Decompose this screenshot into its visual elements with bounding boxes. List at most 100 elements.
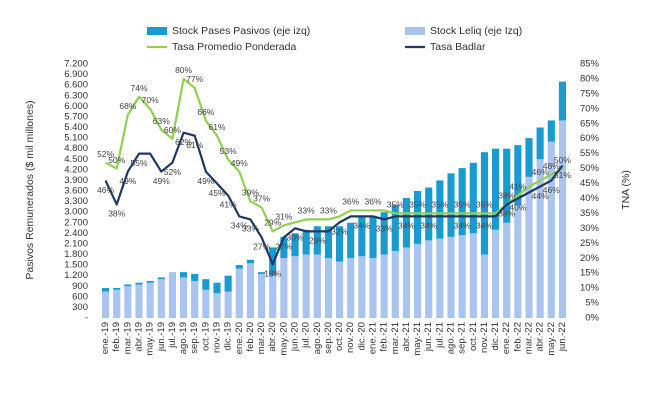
bar [258,273,266,318]
bar [280,236,288,259]
bar [246,263,254,318]
bar [168,272,176,318]
data-label: 33% [242,224,259,234]
bar [514,205,522,318]
data-label: 35% [431,200,448,210]
data-label: 27% [253,242,270,252]
bar [313,226,321,255]
data-label: 34% [231,221,248,231]
data-label: 32% [331,227,348,237]
data-label: 52% [97,149,114,159]
x-tick-label: oct.-19 [200,322,211,351]
bar [514,145,522,206]
y-tick-label: 3.900 [64,175,88,186]
x-tick-label: ene.-21 [368,322,379,354]
bar [191,273,199,281]
data-label: 29% [309,236,326,246]
bar [380,212,388,255]
bar [525,138,533,177]
data-label: 51% [554,170,571,180]
bar [436,180,444,239]
y2-tick-label: 25% [580,238,600,249]
data-label: 60% [164,125,181,135]
x-tick-label: abr.-20 [267,322,278,352]
legend-swatch [405,27,425,35]
y2-tick-label: 45% [580,178,600,189]
y2-tick-label: 50% [580,163,600,174]
data-label: 34% [454,221,471,231]
y-tick-label: 6.600 [64,80,88,91]
x-tick-label: mar.-20 [256,322,267,354]
data-label: 61% [186,140,203,150]
bar [146,282,154,318]
bar [258,272,266,274]
bar [402,198,410,248]
y2-tick-label: 70% [580,103,600,114]
x-tick-label: feb.-21 [379,322,390,352]
x-tick-label: ene.-22 [501,322,512,354]
data-label: 35% [454,200,471,210]
y2-tick-label: 35% [580,208,600,219]
x-tick-label: may.-21 [412,322,423,356]
data-label: 41% [509,182,526,192]
x-tick-label: abr.-19 [134,322,145,352]
bar [213,293,221,318]
bar [469,233,477,318]
y2-tick-label: 10% [580,283,600,294]
legend-label: Stock Pases Pasivos (eje izq) [172,25,310,37]
bar [391,205,399,251]
y-tick-label: 1.500 [64,260,88,271]
data-label: 31% [275,212,292,222]
data-label: 41% [220,200,237,210]
data-label: 34% [420,221,437,231]
x-tick-label: nov.-19 [212,322,223,353]
x-tick-label: dic.-21 [490,322,501,351]
bar [113,288,121,290]
y2-tick-label: 60% [580,133,600,144]
bar [113,289,121,318]
data-label: 38% [498,191,515,201]
bar [280,258,288,318]
data-label: 61% [208,122,225,132]
data-label: 35% [387,200,404,210]
x-tick-label: abr.-22 [535,322,546,352]
bar [235,265,243,269]
y-tick-label: 4.800 [64,143,88,154]
x-tick-label: may.-19 [145,322,156,356]
y-tick-label: 2.400 [64,228,88,239]
data-label: 49% [153,176,170,186]
bar [480,152,488,255]
bar [124,284,132,287]
bar [414,243,422,318]
data-label: 45% [208,188,225,198]
y-tick-label: 4.500 [64,154,88,165]
bar [269,275,277,318]
x-tick-label: jul.-20 [301,322,312,349]
x-tick-label: nov.-21 [479,322,490,353]
y-tick-label: 5.400 [64,122,88,133]
y-tick-label: 7.200 [64,59,88,70]
bar [146,280,154,283]
data-label: 30% [286,233,303,243]
data-label: 46% [532,167,549,177]
x-tick-label: mar.-21 [390,322,401,354]
bar [202,289,210,318]
data-label: 33% [376,224,393,234]
bar [324,258,332,318]
data-label: 49% [231,158,248,168]
legend-label: Tasa Promedio Ponderada [172,41,296,53]
bar [436,238,444,318]
bar [302,229,310,255]
bar [558,120,566,318]
bar [558,81,566,121]
y-tick-label: 5.700 [64,111,88,122]
y2-tick-label: 5% [585,298,599,309]
bar [202,279,210,290]
x-tick-label: feb.-20 [245,322,256,352]
bar [458,168,466,236]
y-tick-label: 5.100 [64,133,88,144]
y-tick-label: 1.800 [64,249,88,260]
bar [180,272,188,278]
legend-label: Stock Leliq (eje Izq) [430,25,522,37]
